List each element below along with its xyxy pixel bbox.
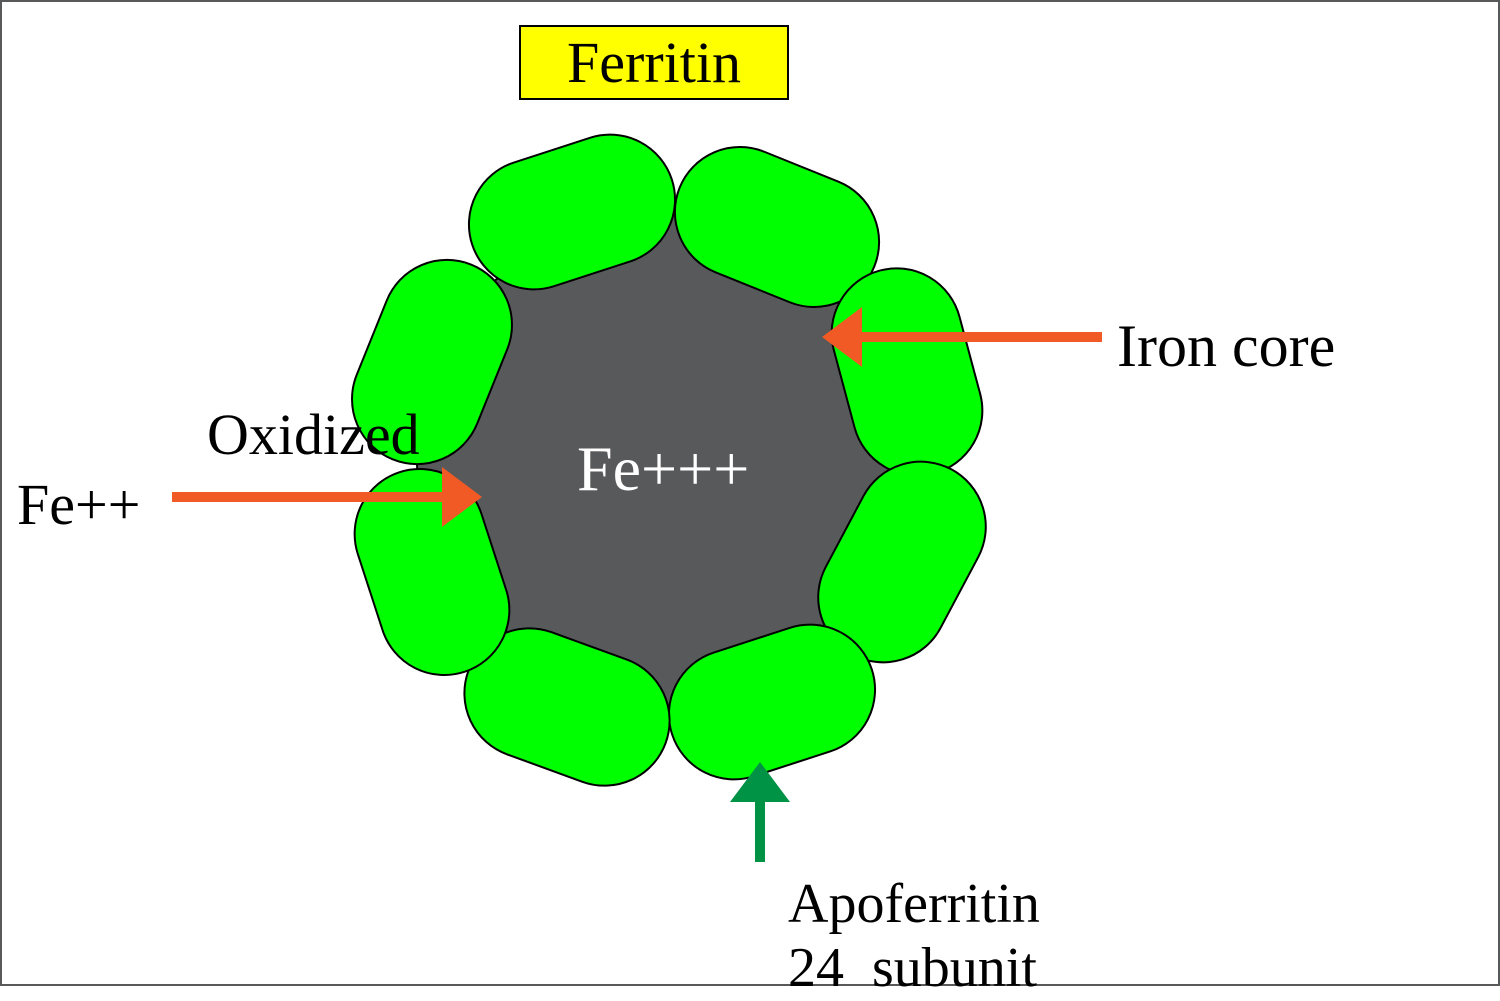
- iron-core-label: Iron core: [1117, 312, 1335, 381]
- diagram-canvas: Ferritin Fe+++ Iron core Oxidized Fe++ A…: [0, 0, 1500, 986]
- apoferritin-label: Apoferritin 24 subunit: [788, 872, 1040, 1001]
- core-label: Fe+++: [577, 432, 749, 506]
- fe2-label: Fe++: [17, 472, 140, 539]
- ferritin-diagram: [2, 2, 1500, 988]
- oxidized-label: Oxidized: [207, 402, 420, 469]
